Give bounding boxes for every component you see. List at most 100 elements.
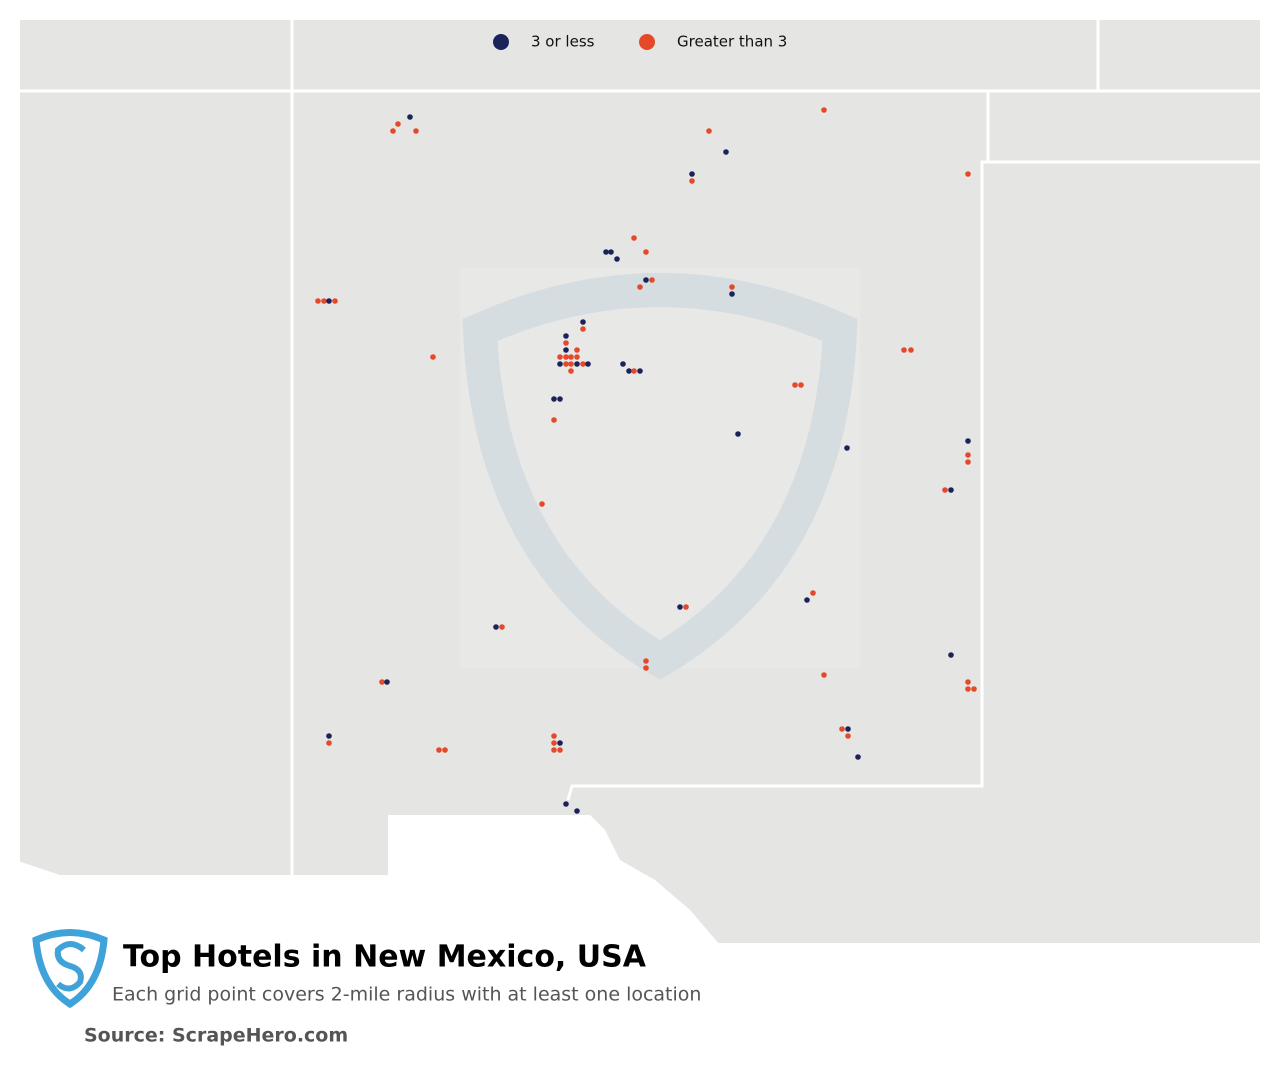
hotel-point	[574, 347, 580, 353]
hotel-point	[706, 128, 712, 134]
hotel-point	[729, 291, 735, 297]
hotel-point	[563, 333, 569, 339]
logo	[32, 929, 108, 1009]
hotel-point	[580, 361, 586, 367]
hotel-point	[631, 235, 637, 241]
hotel-point	[551, 733, 557, 739]
hotel-point	[332, 298, 338, 304]
hotel-point	[551, 396, 557, 402]
hotel-point	[845, 733, 851, 739]
hotel-point	[908, 347, 914, 353]
hotel-point	[563, 801, 569, 807]
hotel-point	[844, 445, 850, 451]
hotel-point	[574, 354, 580, 360]
hotel-point	[683, 604, 689, 610]
legend-label: 3 or less	[531, 33, 595, 51]
hotel-point	[379, 679, 385, 685]
hotel-point	[845, 726, 851, 732]
hotel-point	[499, 624, 505, 630]
hotel-point	[557, 740, 563, 746]
hotel-point	[821, 107, 827, 113]
hotel-point	[620, 361, 626, 367]
hotel-point	[557, 361, 563, 367]
hotel-point	[574, 361, 580, 367]
hotel-point	[948, 652, 954, 658]
hotel-point	[901, 347, 907, 353]
hotel-point	[551, 740, 557, 746]
hotel-point	[574, 808, 580, 814]
hotel-point	[407, 114, 413, 120]
hotel-point	[315, 298, 321, 304]
source: Source: ScrapeHero.com	[84, 1025, 348, 1047]
hotel-point	[948, 487, 954, 493]
hotel-point	[637, 284, 643, 290]
hotel-point	[551, 417, 557, 423]
hotel-point	[551, 747, 557, 753]
hotel-point	[965, 438, 971, 444]
hotel-point	[430, 354, 436, 360]
hotel-point	[580, 319, 586, 325]
hotel-point	[326, 298, 332, 304]
hotel-point	[608, 249, 614, 255]
hotel-point	[568, 354, 574, 360]
subtitle: Each grid point covers 2-mile radius wit…	[112, 984, 701, 1006]
legend-marker	[639, 34, 655, 50]
hotel-point	[729, 284, 735, 290]
hotel-point	[723, 149, 729, 155]
hotel-point	[539, 501, 545, 507]
hotel-point	[689, 171, 695, 177]
legend-label: Greater than 3	[677, 33, 787, 51]
hotel-point	[568, 368, 574, 374]
hotel-point	[614, 256, 620, 262]
hotel-point	[568, 361, 574, 367]
hotel-point	[810, 590, 816, 596]
hotel-point	[563, 347, 569, 353]
hotel-point	[637, 368, 643, 374]
hotel-point	[643, 249, 649, 255]
hotel-point	[413, 128, 419, 134]
hotel-point	[321, 298, 327, 304]
hotel-point	[965, 686, 971, 692]
hotel-point	[557, 354, 563, 360]
hotel-point	[643, 277, 649, 283]
hotel-point	[436, 747, 442, 753]
hotel-point	[839, 726, 845, 732]
hotel-point	[735, 431, 741, 437]
hotel-point	[326, 740, 332, 746]
hotel-point	[563, 354, 569, 360]
hotel-point	[493, 624, 499, 630]
legend-marker	[493, 34, 509, 50]
mexico	[0, 815, 720, 945]
hotel-point	[563, 361, 569, 367]
legend: 3 or less Greater than 3	[493, 33, 787, 51]
hotel-point	[557, 747, 563, 753]
hotel-point	[643, 665, 649, 671]
hotel-point	[326, 733, 332, 739]
hotel-point	[677, 604, 683, 610]
hotel-point	[965, 459, 971, 465]
hotel-points	[315, 107, 977, 814]
hotel-point	[965, 452, 971, 458]
hotel-point	[798, 382, 804, 388]
hotel-point	[971, 686, 977, 692]
hotel-point	[563, 340, 569, 346]
state-borders	[20, 20, 1260, 875]
hotel-point	[804, 597, 810, 603]
hotel-point	[631, 368, 637, 374]
hotel-point	[557, 396, 563, 402]
watermark	[460, 268, 860, 680]
hotel-point	[965, 679, 971, 685]
hotel-point	[395, 121, 401, 127]
hotel-point	[442, 747, 448, 753]
hotel-point	[626, 368, 632, 374]
hotel-point	[942, 487, 948, 493]
hotel-point	[965, 171, 971, 177]
hotel-point	[649, 277, 655, 283]
hotel-point	[792, 382, 798, 388]
hotel-point	[384, 679, 390, 685]
hotel-point	[603, 249, 609, 255]
hotel-point	[855, 754, 861, 760]
hotel-point	[585, 361, 591, 367]
